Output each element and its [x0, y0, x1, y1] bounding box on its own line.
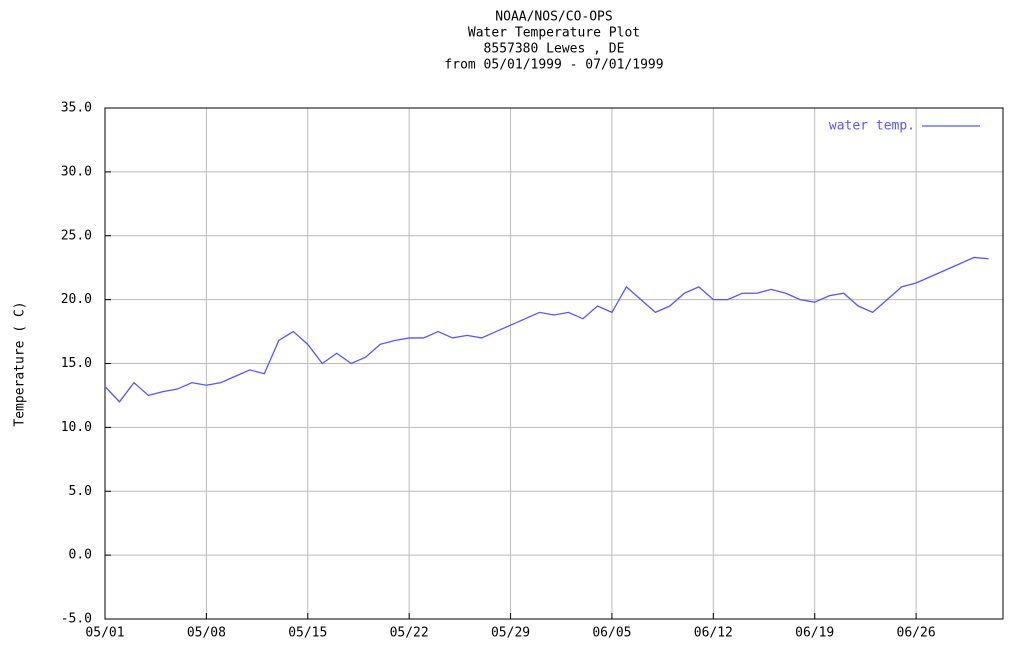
legend-label: water temp. — [829, 119, 915, 134]
y-tick-label: 30.0 — [61, 164, 92, 179]
title-line: Water Temperature Plot — [468, 26, 640, 41]
x-tick-label: 06/12 — [694, 626, 733, 641]
y-tick-label: 35.0 — [61, 101, 92, 116]
title-line: NOAA/NOS/CO-OPS — [495, 10, 612, 25]
y-tick-label: 10.0 — [61, 420, 92, 435]
x-tick-label: 05/22 — [390, 626, 429, 641]
y-tick-label: 5.0 — [69, 484, 92, 499]
x-tick-label: 05/29 — [491, 626, 530, 641]
x-tick-label: 06/05 — [592, 626, 631, 641]
x-tick-label: 06/19 — [795, 626, 834, 641]
y-tick-label: 0.0 — [69, 548, 92, 563]
plot-frame — [104, 107, 1004, 620]
y-tick-label: 20.0 — [61, 292, 92, 307]
title-line: from 05/01/1999 - 07/01/1999 — [444, 58, 663, 73]
y-tick-label: 15.0 — [61, 356, 92, 371]
title-line: 8557380 Lewes , DE — [484, 42, 625, 57]
data-line — [104, 256, 989, 403]
x-tick-label: 05/08 — [187, 626, 226, 641]
y-tick-label: -5.0 — [61, 612, 92, 627]
x-tick-label: 05/01 — [85, 626, 124, 641]
x-tick-label: 06/26 — [897, 626, 936, 641]
y-tick-label: 25.0 — [61, 228, 92, 243]
x-tick-label: 05/15 — [288, 626, 327, 641]
y-axis-label: Temperature ( C) — [13, 301, 28, 426]
